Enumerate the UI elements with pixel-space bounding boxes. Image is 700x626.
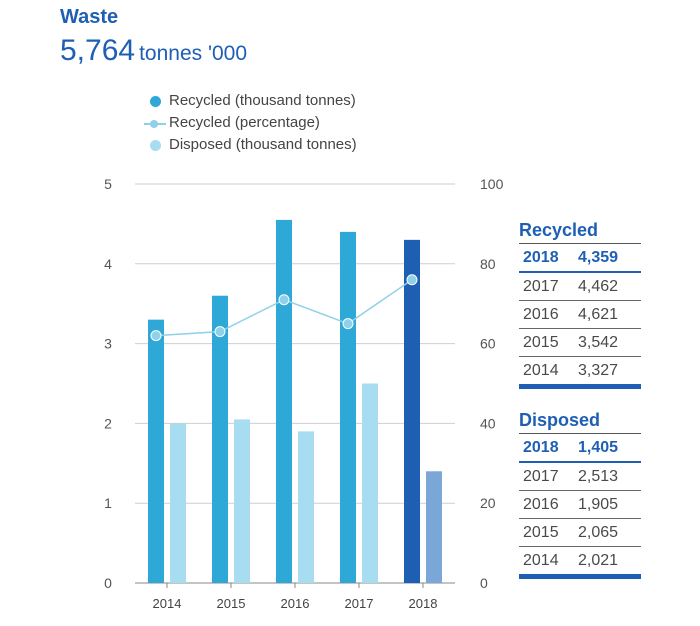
bar-recycled bbox=[276, 219, 292, 583]
row-value: 4,462 bbox=[578, 278, 619, 295]
total-number: 5,764 bbox=[60, 34, 136, 67]
legend-label: Recycled (thousand tonnes) bbox=[169, 92, 356, 109]
bar-disposed bbox=[170, 423, 186, 583]
row-value: 3,327 bbox=[578, 362, 619, 379]
table-row: 2017 2,513 bbox=[519, 463, 641, 491]
table-row: 2014 3,327 bbox=[519, 357, 641, 384]
legend-item-percentage: Recycled (percentage) bbox=[144, 112, 357, 134]
legend-dot-icon bbox=[150, 95, 161, 107]
point-percentage bbox=[214, 326, 226, 338]
row-value: 4,359 bbox=[578, 249, 619, 266]
legend-item-disposed: Disposed (thousand tonnes) bbox=[150, 134, 357, 156]
legend-dot-icon bbox=[150, 139, 161, 151]
x-tick-label: 2014 bbox=[153, 596, 182, 611]
table-bottom-rule bbox=[519, 384, 641, 389]
row-value: 2,065 bbox=[578, 524, 619, 541]
y-right-tick-label: 40 bbox=[480, 415, 496, 431]
row-year: 2017 bbox=[523, 468, 559, 485]
table-row: 2015 3,542 bbox=[519, 329, 641, 357]
total-unit: tonnes '000 bbox=[139, 42, 248, 65]
row-year: 2016 bbox=[523, 306, 559, 323]
y-left-tick-label: 5 bbox=[104, 176, 112, 192]
row-year: 2016 bbox=[523, 496, 559, 513]
disposed-table-title: Disposed bbox=[519, 407, 641, 434]
point-percentage bbox=[406, 274, 418, 286]
chart-title: Waste bbox=[60, 6, 119, 28]
bar-recycled bbox=[340, 231, 356, 583]
row-value: 4,621 bbox=[578, 306, 619, 323]
table-row: 2016 4,621 bbox=[519, 301, 641, 329]
row-year: 2014 bbox=[523, 362, 559, 379]
x-tick-label: 2017 bbox=[345, 596, 374, 611]
y-right-tick-label: 60 bbox=[480, 336, 496, 352]
bar-recycled bbox=[148, 319, 164, 583]
bar-disposed bbox=[362, 383, 378, 583]
table-row: 2018 4,359 bbox=[519, 244, 641, 273]
legend-line-icon bbox=[144, 118, 166, 129]
row-year: 2017 bbox=[523, 278, 559, 295]
y-right-tick-label: 0 bbox=[480, 575, 488, 591]
bar-disposed bbox=[298, 431, 314, 583]
table-row: 2015 2,065 bbox=[519, 519, 641, 547]
table-bottom-rule bbox=[519, 574, 641, 579]
bar-recycled bbox=[212, 295, 228, 583]
row-year: 2018 bbox=[523, 439, 559, 456]
bar-disposed bbox=[426, 471, 442, 583]
row-year: 2015 bbox=[523, 334, 559, 351]
row-value: 1,905 bbox=[578, 496, 619, 513]
row-year: 2018 bbox=[523, 249, 559, 266]
row-value: 3,542 bbox=[578, 334, 619, 351]
y-left-tick-label: 3 bbox=[104, 336, 112, 352]
table-row: 2016 1,905 bbox=[519, 491, 641, 519]
y-right-tick-label: 100 bbox=[480, 176, 504, 192]
table-row: 2014 2,021 bbox=[519, 547, 641, 574]
row-value: 2,021 bbox=[578, 552, 619, 569]
bar-recycled bbox=[404, 239, 420, 584]
disposed-table: Disposed 2018 1,405 2017 2,513 2016 1,905 2… bbox=[519, 407, 641, 579]
x-tick-label: 2015 bbox=[217, 596, 246, 611]
y-left-tick-label: 1 bbox=[104, 495, 112, 511]
bar-disposed bbox=[234, 419, 250, 583]
point-percentage bbox=[150, 330, 162, 342]
x-tick-label: 2016 bbox=[281, 596, 310, 611]
table-row: 2018 1,405 bbox=[519, 434, 641, 463]
row-value: 1,405 bbox=[578, 439, 619, 456]
y-right-tick-label: 20 bbox=[480, 495, 496, 511]
table-row: 2017 4,462 bbox=[519, 273, 641, 301]
legend-label: Recycled (percentage) bbox=[169, 114, 320, 131]
legend-label: Disposed (thousand tonnes) bbox=[169, 136, 357, 153]
row-value: 2,513 bbox=[578, 468, 619, 485]
row-year: 2015 bbox=[523, 524, 559, 541]
x-tick-label: 2018 bbox=[409, 596, 438, 611]
point-percentage bbox=[342, 318, 354, 330]
y-left-tick-label: 4 bbox=[104, 256, 112, 272]
point-percentage bbox=[278, 294, 290, 306]
legend-item-recycled: Recycled (thousand tonnes) bbox=[150, 90, 357, 112]
total-value: 5,764 tonnes '000 bbox=[60, 34, 247, 68]
recycled-table-title: Recycled bbox=[519, 217, 641, 244]
recycled-table: Recycled 2018 4,359 2017 4,462 2016 4,621 2… bbox=[519, 217, 641, 389]
y-left-tick-label: 0 bbox=[104, 575, 112, 591]
y-right-tick-label: 80 bbox=[480, 256, 496, 272]
y-left-tick-label: 2 bbox=[104, 415, 112, 431]
legend: Recycled (thousand tonnes) Recycled (per… bbox=[144, 90, 357, 156]
row-year: 2014 bbox=[523, 552, 559, 569]
